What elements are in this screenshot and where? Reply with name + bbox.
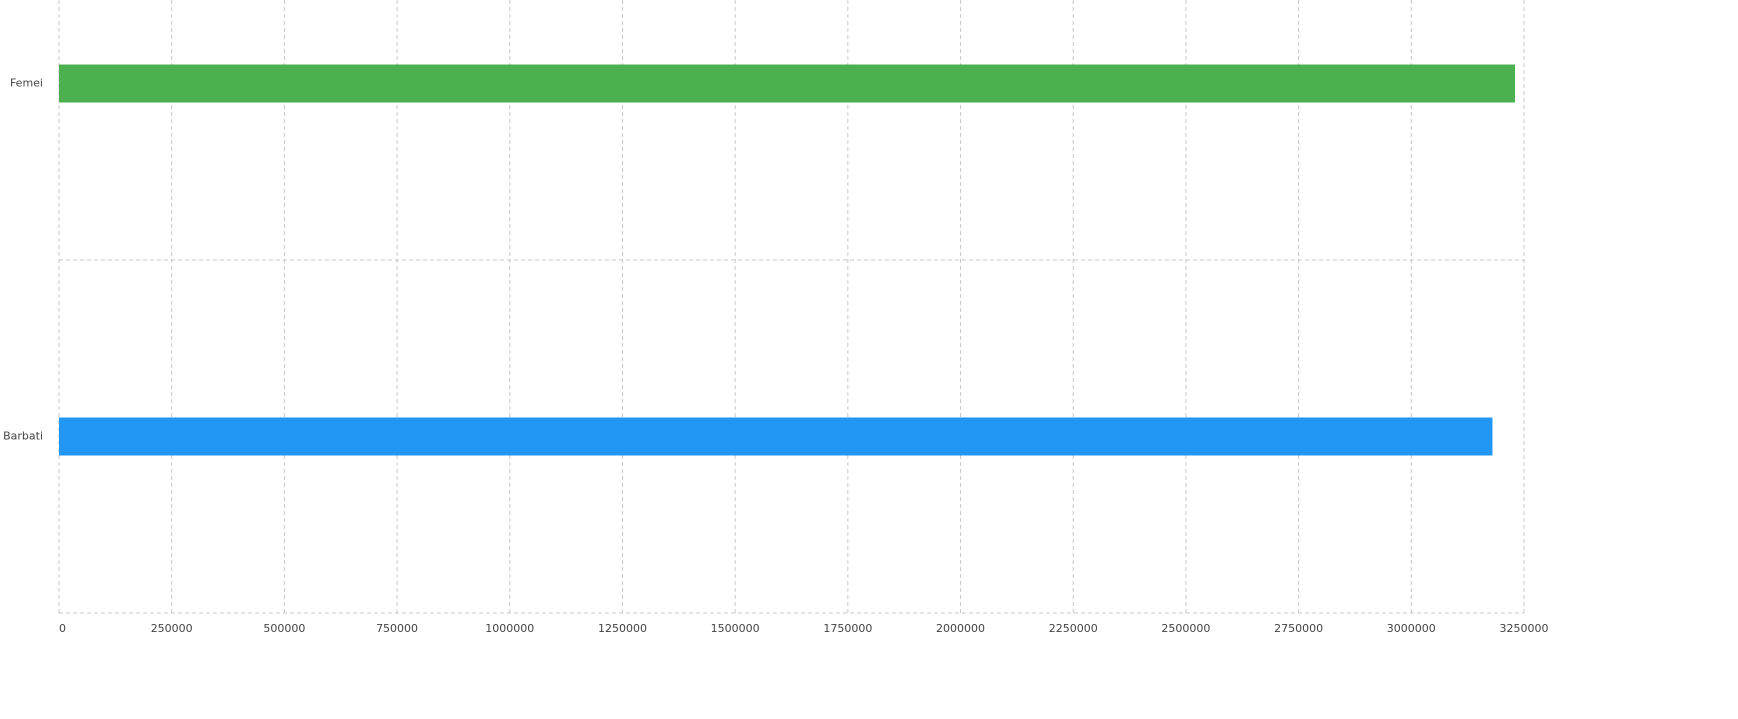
bar <box>59 64 1515 103</box>
x-tick-label: 3000000 <box>1387 622 1436 635</box>
y-tick-label: Femei <box>10 77 43 90</box>
x-tick-label: 1250000 <box>598 622 647 635</box>
x-tick-label: 2750000 <box>1274 622 1323 635</box>
x-tick-label: 1500000 <box>711 622 760 635</box>
x-tick-label: 0 <box>59 622 66 635</box>
x-tick-label: 2250000 <box>1049 622 1098 635</box>
x-tick-label: 2000000 <box>936 622 985 635</box>
y-tick-label: Barbati <box>3 430 43 443</box>
bar <box>59 417 1493 456</box>
x-tick-label: 1000000 <box>485 622 534 635</box>
x-tick-label: 500000 <box>263 622 305 635</box>
x-tick-label: 3250000 <box>1500 622 1549 635</box>
x-tick-label: 750000 <box>376 622 418 635</box>
x-tick-label: 1750000 <box>823 622 872 635</box>
x-tick-label: 250000 <box>151 622 193 635</box>
x-tick-label: 2500000 <box>1161 622 1210 635</box>
